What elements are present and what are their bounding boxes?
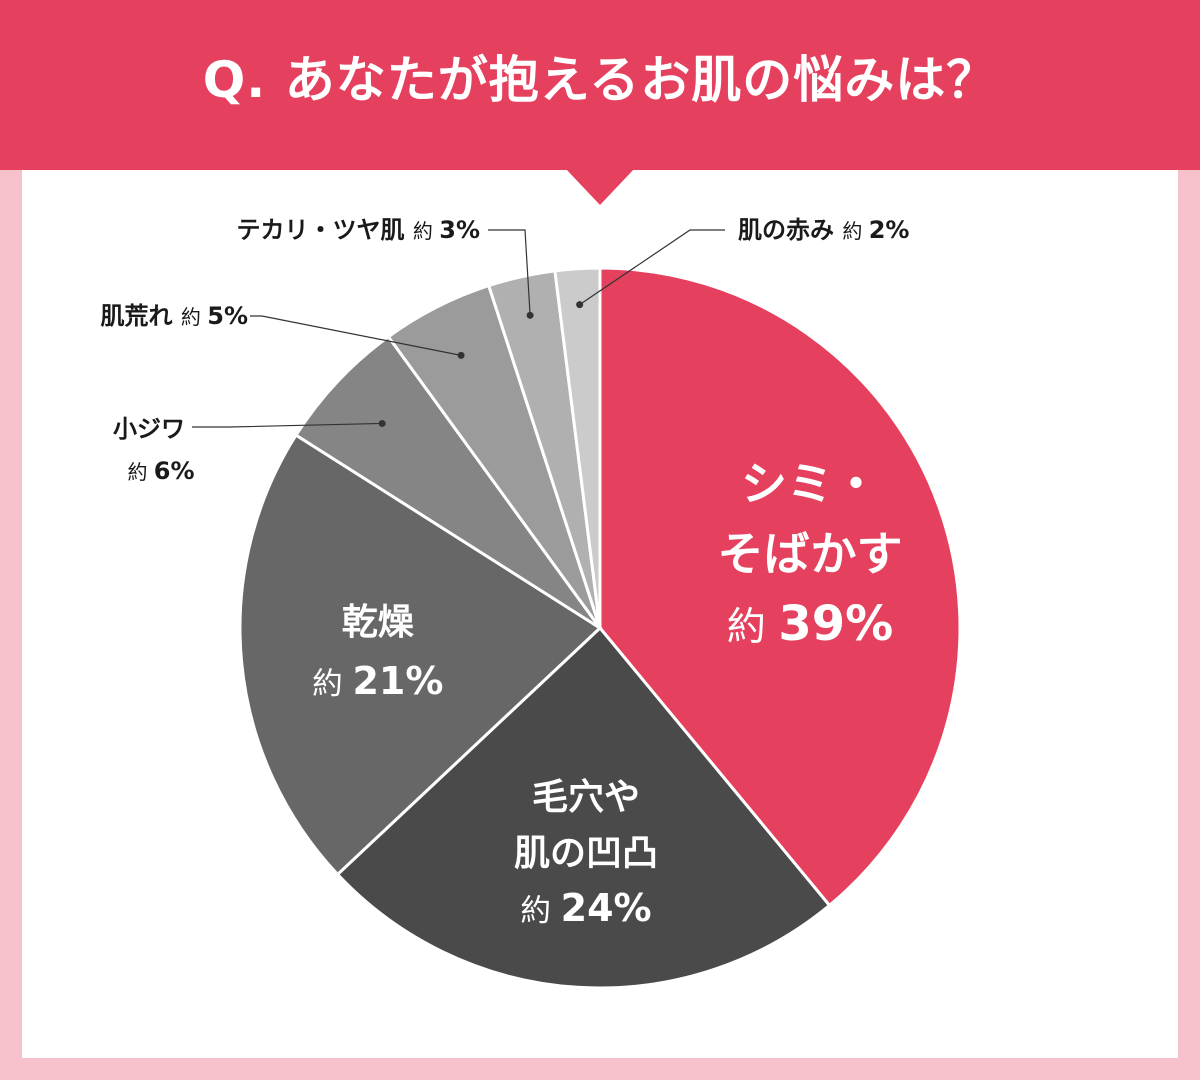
- leader-line-5: [488, 229, 531, 316]
- slice-label-5: テカリ・ツヤ肌 約 3%: [237, 216, 480, 244]
- slice-label-0-line-1: そばかす: [718, 527, 903, 581]
- slice-value-2: 約 21%: [312, 659, 443, 703]
- slice-label-4: 肌荒れ 約 5%: [101, 302, 248, 330]
- pie-slice-3: [293, 334, 602, 630]
- leader-line-6: [579, 229, 725, 306]
- slice-label-2-line-0: 乾燥: [342, 602, 415, 643]
- slice-value-0: 約 39%: [727, 596, 893, 652]
- header-notch: [565, 168, 635, 205]
- slice-value-3: 約 6%: [127, 457, 194, 485]
- slice-label-6: 肌の赤み 約 2%: [738, 216, 909, 244]
- slice-value-1: 約 24%: [520, 886, 651, 930]
- pie-slice-0: [598, 266, 962, 908]
- pie-slice-1: [335, 625, 832, 990]
- header-band: [0, 0, 1200, 170]
- leader-line-3: [192, 422, 383, 428]
- slice-label-1-line-0: 毛穴や: [532, 777, 640, 818]
- pie-slice-6: [553, 266, 602, 629]
- slice-label-1-line-1: 肌の凹凸: [514, 833, 658, 874]
- leader-line-4: [250, 315, 462, 356]
- pie-slice-2: [238, 433, 603, 877]
- slice-label-0-line-0: シミ・: [741, 457, 879, 511]
- chart-title: Q. あなたが抱えるお肌の悩みは？: [202, 51, 998, 109]
- slice-label-3: 小ジワ: [113, 415, 185, 443]
